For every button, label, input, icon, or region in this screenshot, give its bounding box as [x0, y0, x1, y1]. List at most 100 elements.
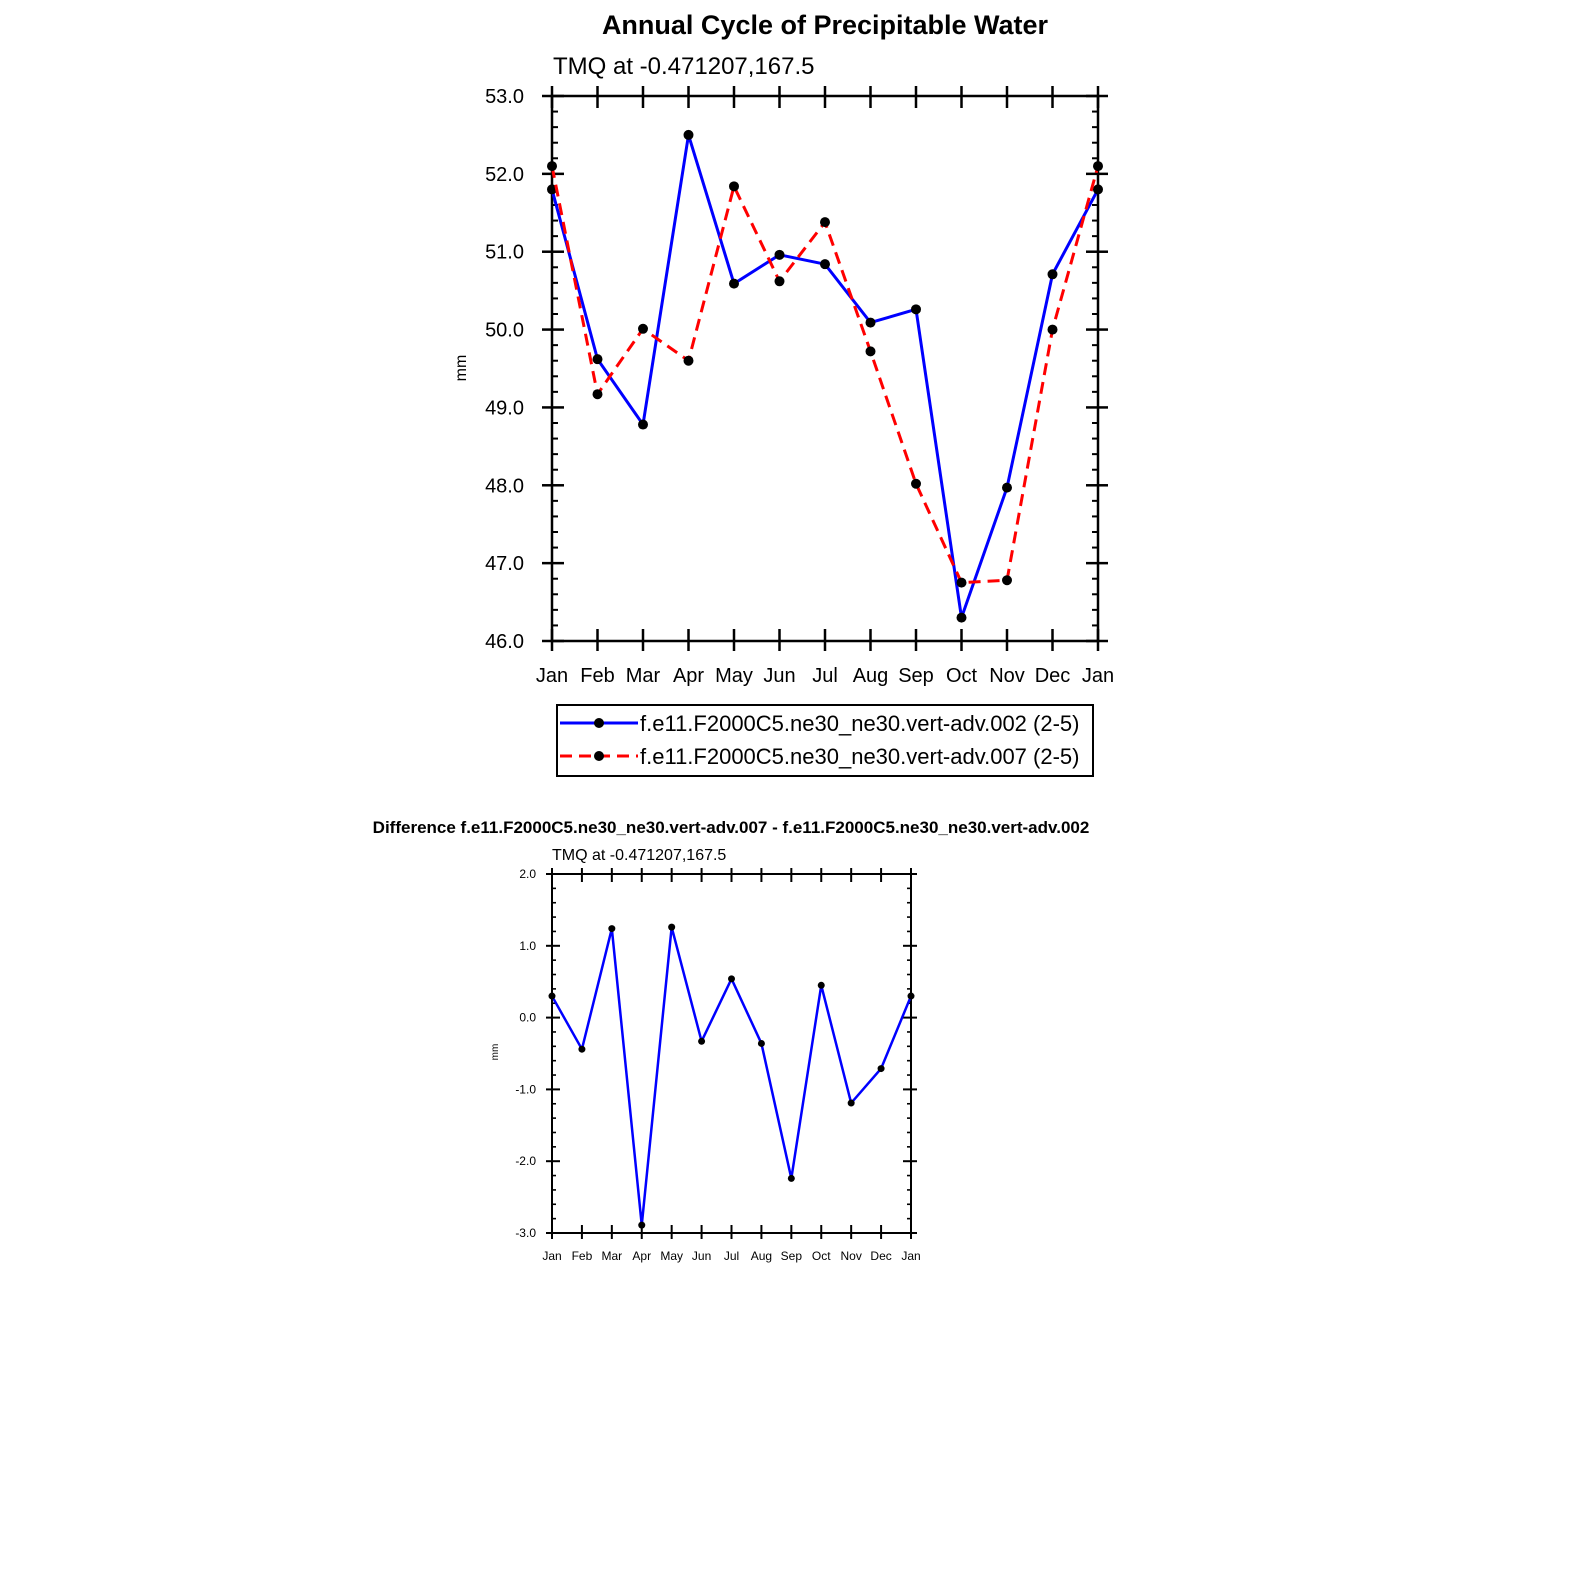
data-point	[774, 276, 785, 287]
x-tick-label: Apr	[632, 1249, 651, 1263]
data-point	[547, 161, 557, 172]
data-point	[911, 304, 921, 315]
x-tick-label: Jan	[542, 1249, 561, 1263]
x-tick-label: Dec	[1035, 665, 1071, 687]
y-tick-label: 50.0	[485, 320, 524, 342]
y-tick-label: 51.0	[485, 242, 524, 264]
y-tick-label: -2.0	[515, 1154, 536, 1168]
data-point	[592, 354, 603, 365]
series-group	[547, 129, 1103, 623]
data-point	[865, 317, 876, 328]
x-tick-label: Sep	[898, 665, 934, 687]
x-tick-label: Aug	[853, 665, 889, 687]
series-1	[548, 923, 915, 1229]
series-1	[547, 129, 1103, 623]
data-point	[1093, 184, 1103, 195]
x-tick-label: Jul	[724, 1249, 739, 1263]
diff-chart-subtitle: TMQ at -0.471207,167.5	[552, 847, 726, 864]
y-tick-label: -1.0	[515, 1082, 536, 1096]
data-point	[820, 259, 830, 270]
y-tick-label: 2.0	[519, 867, 536, 881]
x-tick-label: Aug	[751, 1249, 772, 1263]
data-point	[907, 992, 915, 1000]
x-tick-label: Oct	[812, 1249, 831, 1263]
plot-axes: Jan Feb Mar Apr May Jun Jul Aug Sep Oct Nov Dec Jan 4…	[485, 86, 1114, 687]
y-tick-label: 48.0	[485, 475, 524, 497]
x-tick-label: Jan	[901, 1249, 920, 1263]
series-line	[550, 165, 1100, 585]
plot-frame	[551, 873, 912, 1234]
legend-marker-2	[594, 751, 604, 761]
legend-entry-2: f.e11.F2000C5.ne30_ne30.vert-adv.007 (2-…	[560, 744, 1079, 769]
legend-label-1: f.e11.F2000C5.ne30_ne30.vert-adv.002 (2-…	[640, 711, 1079, 736]
data-point	[548, 992, 556, 1000]
x-tick-label: May	[660, 1249, 683, 1263]
series-line	[550, 926, 913, 1226]
difference-chart: Difference f.e11.F2000C5.ne30_ne30.vert-…	[373, 818, 1090, 1263]
data-point	[608, 925, 616, 933]
x-tick-label: Dec	[870, 1249, 891, 1263]
data-point	[865, 346, 876, 357]
x-tick-label: Nov	[989, 665, 1025, 687]
legend-marker-1	[594, 718, 604, 728]
x-tick-label: Sep	[781, 1249, 803, 1263]
y-tick-label: 1.0	[519, 939, 536, 953]
data-point	[638, 1221, 646, 1229]
data-point	[911, 478, 921, 489]
data-point	[820, 217, 830, 228]
x-tick-label: Jul	[812, 665, 838, 687]
x-tick-label: Mar	[601, 1249, 622, 1263]
x-tick-label: Jun	[763, 665, 795, 687]
y-tick-label: 53.0	[485, 86, 524, 108]
diff-series-group	[548, 923, 915, 1229]
data-point	[956, 612, 967, 623]
chart-subtitle: TMQ at -0.471207,167.5	[553, 53, 815, 80]
x-tick-label: Apr	[673, 665, 704, 687]
diff-chart-title: Difference f.e11.F2000C5.ne30_ne30.vert-…	[373, 818, 1090, 837]
data-point	[578, 1045, 586, 1053]
y-tick-label: -3.0	[515, 1226, 536, 1240]
data-point	[728, 975, 735, 983]
diff-plot-axes: Jan Feb Mar Apr May Jun Jul Aug Sep Oct Nov Dec Jan-…	[515, 867, 920, 1263]
data-point	[683, 129, 694, 140]
data-point	[787, 1174, 795, 1182]
x-tick-label: Jan	[1082, 665, 1114, 687]
data-point	[547, 184, 557, 195]
data-point	[668, 923, 676, 931]
data-point	[729, 181, 739, 192]
y-tick-label: 49.0	[485, 397, 524, 419]
legend: f.e11.F2000C5.ne30_ne30.vert-adv.002 (2-…	[556, 704, 1094, 777]
data-point	[877, 1065, 885, 1073]
data-point	[729, 278, 739, 289]
x-tick-label: Jan	[536, 665, 568, 687]
x-tick-label: Feb	[580, 665, 614, 687]
data-point	[1047, 269, 1058, 280]
data-point	[817, 981, 825, 989]
chart-title: Annual Cycle of Precipitable Water	[602, 10, 1049, 40]
y-axis-label: mm	[453, 355, 470, 382]
x-tick-label: Mar	[626, 665, 661, 687]
data-point	[1047, 324, 1058, 335]
data-point	[1002, 575, 1012, 586]
plot-frame	[550, 94, 1100, 643]
y-tick-label: 46.0	[485, 631, 524, 653]
series-line	[550, 134, 1100, 619]
data-point	[757, 1039, 765, 1047]
data-point	[592, 389, 603, 400]
series-2	[547, 161, 1103, 588]
data-point	[638, 323, 648, 334]
legend-label-2: f.e11.F2000C5.ne30_ne30.vert-adv.007 (2-…	[640, 744, 1079, 769]
x-tick-label: Oct	[946, 665, 978, 687]
x-tick-label: May	[715, 665, 753, 687]
x-tick-label: Nov	[840, 1249, 861, 1263]
legend-entry-1: f.e11.F2000C5.ne30_ne30.vert-adv.002 (2-…	[560, 711, 1079, 736]
x-tick-label: Feb	[572, 1249, 593, 1263]
x-tick-label: Jun	[692, 1249, 711, 1263]
data-point	[847, 1099, 855, 1107]
diff-y-axis-label: mm	[490, 1044, 501, 1061]
data-point	[956, 577, 967, 588]
data-point	[1002, 482, 1012, 493]
y-tick-label: 0.0	[519, 1011, 536, 1025]
data-point	[638, 419, 648, 430]
